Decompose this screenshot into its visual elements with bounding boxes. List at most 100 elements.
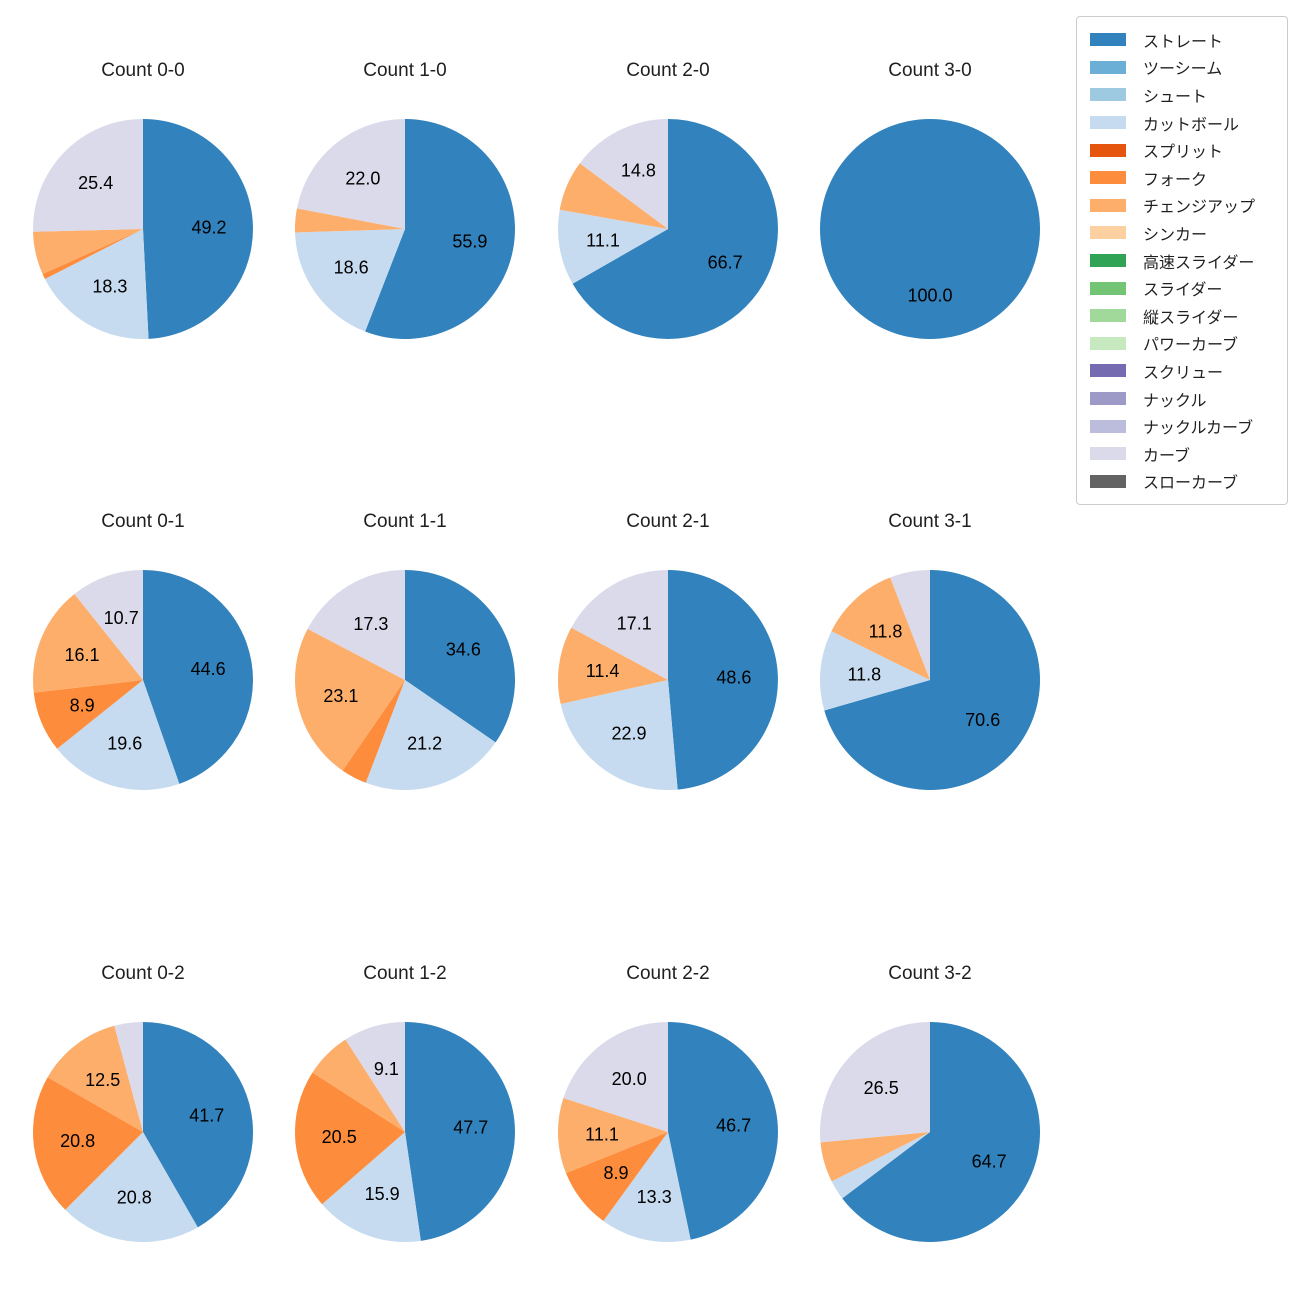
slice-value-label: 8.9 bbox=[603, 1163, 628, 1183]
pie-slice-curve bbox=[579, 119, 668, 229]
pie-chart-count-0-1: Count 0-1 44.6 19.6 8.9 16.1 10.7 bbox=[3, 475, 283, 835]
legend-label: パワーカーブ bbox=[1143, 337, 1239, 355]
chart-title: Count 1-1 bbox=[363, 511, 446, 532]
pie-slice-curve bbox=[563, 1022, 668, 1132]
pie-slice-cut-ball bbox=[831, 1132, 930, 1199]
pie-slice-fork bbox=[565, 1132, 668, 1221]
pie-slice-changeup bbox=[294, 628, 405, 771]
legend-item-straight: ストレート bbox=[1090, 26, 1277, 54]
slice-value-label: 55.9 bbox=[452, 232, 487, 252]
slice-value-label: 22.9 bbox=[611, 724, 646, 744]
pie-chart-count-1-1: Count 1-1 34.6 21.2 23.1 17.3 bbox=[265, 475, 545, 835]
pie-slice-curve bbox=[571, 570, 668, 680]
legend-item-power-curve: パワーカーブ bbox=[1090, 330, 1277, 358]
pie-slice-curve bbox=[820, 1022, 930, 1143]
pie-slice-fork bbox=[33, 680, 143, 749]
pie-chart-count-3-1: Count 3-1 70.6 11.8 11.8 bbox=[790, 475, 1070, 835]
legend-swatch-fork bbox=[1090, 171, 1126, 185]
slice-value-label: 20.0 bbox=[612, 1069, 647, 1089]
pie-svg: Count 1-1 34.6 21.2 23.1 17.3 bbox=[294, 511, 516, 791]
slice-value-label: 12.5 bbox=[85, 1070, 120, 1090]
pie-slice-cut-ball bbox=[57, 680, 180, 790]
legend-label: カーブ bbox=[1143, 447, 1191, 465]
legend-label: スライダー bbox=[1143, 282, 1223, 300]
legend-label: チェンジアップ bbox=[1143, 199, 1256, 217]
legend-item-knuckle: ナックル bbox=[1090, 385, 1277, 413]
legend-swatch-shoot bbox=[1090, 88, 1126, 102]
legend-swatch-slider bbox=[1090, 281, 1126, 295]
pie-svg: Count 1-2 47.7 15.9 20.5 9.1 bbox=[295, 963, 515, 1242]
pie-svg: Count 2-1 48.6 22.9 11.4 17.1 bbox=[558, 511, 778, 790]
pie-svg: Count 2-2 46.7 13.3 8.9 11.1 20.0 bbox=[557, 963, 778, 1242]
legend-label: 高速スライダー bbox=[1143, 254, 1255, 272]
pie-slice-changeup bbox=[294, 208, 405, 233]
slice-value-label: 26.5 bbox=[864, 1078, 899, 1098]
slice-value-label: 14.8 bbox=[621, 160, 656, 180]
chart-title: Count 2-1 bbox=[626, 511, 709, 532]
legend-item-slow-curve: スローカーブ bbox=[1090, 468, 1277, 496]
legend-item-knuckle-curve: ナックルカーブ bbox=[1090, 412, 1277, 440]
pie-chart-count-3-2: Count 3-2 64.7 26.5 bbox=[790, 927, 1070, 1287]
pie-slice-straight bbox=[824, 570, 1040, 790]
legend-label: シュート bbox=[1143, 88, 1208, 106]
pie-slice-curve bbox=[32, 119, 143, 232]
pie-slice-fork bbox=[295, 1072, 405, 1205]
slice-value-label: 64.7 bbox=[972, 1152, 1007, 1172]
pie-slice-changeup bbox=[32, 593, 144, 693]
legend-swatch-power-curve bbox=[1090, 336, 1126, 350]
chart-title: Count 2-2 bbox=[626, 963, 709, 984]
pie-slice-fork bbox=[342, 680, 405, 783]
pie-slice-changeup bbox=[33, 229, 143, 274]
legend-swatch-fast-slider bbox=[1090, 254, 1126, 268]
legend-item-slider: スライダー bbox=[1090, 274, 1277, 302]
pie-slice-cut-ball bbox=[365, 680, 496, 791]
pie-slice-cut-ball bbox=[558, 209, 668, 284]
legend-swatch-slow-curve bbox=[1090, 474, 1126, 488]
legend: ストレート ツーシーム シュート カットボール スプリット フォーク チェンジアップ シンカー… bbox=[1076, 16, 1288, 506]
legend-item-split: スプリット bbox=[1090, 136, 1277, 164]
pie-svg: Count 3-1 70.6 11.8 11.8 bbox=[819, 511, 1040, 790]
slice-value-label: 21.2 bbox=[407, 733, 442, 753]
slice-value-label: 23.1 bbox=[323, 686, 358, 706]
pie-slice-cut-ball bbox=[560, 680, 678, 790]
pie-chart-count-2-1: Count 2-1 48.6 22.9 11.4 17.1 bbox=[528, 475, 808, 835]
pie-slice-changeup bbox=[831, 577, 930, 680]
pie-chart-count-3-0: Count 3-0 100.0 bbox=[790, 24, 1070, 384]
slice-value-label: 44.6 bbox=[191, 659, 226, 679]
slice-value-label: 15.9 bbox=[365, 1184, 400, 1204]
chart-title: Count 3-1 bbox=[888, 511, 971, 532]
pie-slice-changeup bbox=[559, 163, 668, 229]
pie-slice-curve bbox=[74, 570, 143, 680]
slice-value-label: 18.3 bbox=[92, 276, 127, 296]
chart-title: Count 1-2 bbox=[363, 963, 446, 984]
slice-value-label: 47.7 bbox=[453, 1118, 488, 1138]
legend-label: スクリュー bbox=[1143, 364, 1224, 382]
slice-value-label: 11.1 bbox=[586, 231, 620, 251]
legend-label: カットボール bbox=[1143, 116, 1240, 134]
pie-slice-cut-ball bbox=[603, 1132, 691, 1242]
chart-title: Count 3-0 bbox=[888, 60, 971, 81]
legend-swatch-vertical-slider bbox=[1090, 309, 1126, 323]
pie-chart-count-2-2: Count 2-2 46.7 13.3 8.9 11.1 20.0 bbox=[528, 927, 808, 1287]
pie-slice-straight bbox=[668, 1022, 778, 1240]
legend-swatch-split bbox=[1090, 143, 1126, 157]
pie-slice-cut-ball bbox=[322, 1132, 421, 1242]
chart-title: Count 3-2 bbox=[888, 963, 971, 984]
pie-slice-cut-ball bbox=[65, 1132, 198, 1242]
legend-item-screw: スクリュー bbox=[1090, 357, 1277, 385]
pie-slice-straight bbox=[572, 119, 778, 339]
slice-value-label: 13.3 bbox=[637, 1187, 672, 1207]
legend-item-curve: カーブ bbox=[1090, 440, 1277, 468]
legend-item-vertical-slider: 縦スライダー bbox=[1090, 302, 1277, 330]
legend-label: ナックル bbox=[1143, 392, 1207, 410]
pie-slice-changeup bbox=[47, 1025, 144, 1132]
slice-value-label: 41.7 bbox=[189, 1105, 224, 1125]
pie-svg: Count 3-2 64.7 26.5 bbox=[820, 963, 1040, 1242]
legend-label: スプリット bbox=[1143, 144, 1224, 162]
pie-slice-curve bbox=[296, 119, 405, 229]
pie-svg: Count 3-0 100.0 bbox=[820, 60, 1040, 339]
slice-value-label: 9.1 bbox=[374, 1059, 399, 1079]
slice-value-label: 11.8 bbox=[869, 622, 903, 642]
slice-value-label: 25.4 bbox=[78, 173, 113, 193]
